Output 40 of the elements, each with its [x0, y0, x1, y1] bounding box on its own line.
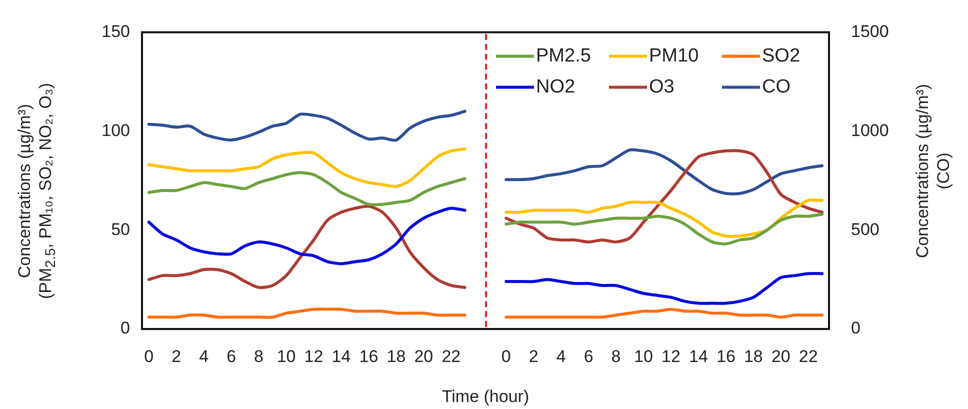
x-tick-label: 2: [172, 346, 182, 366]
legend-label: PM2.5: [536, 45, 591, 66]
x-tick-label: 22: [442, 346, 461, 366]
x-tick-label: 14: [689, 346, 708, 366]
x-axis-title: Time (hour): [442, 386, 530, 407]
x-tick-label: 8: [254, 346, 264, 366]
legend-label: CO: [762, 76, 790, 98]
x-tick-label: 16: [716, 346, 736, 366]
x-tick-label: 20: [771, 346, 790, 366]
x-tick-label: 10: [634, 346, 653, 366]
x-tick-label: 14: [332, 346, 351, 366]
legend-label: PM10: [649, 45, 699, 66]
x-tick-label: 16: [359, 346, 378, 366]
x-tick-label: 12: [662, 346, 680, 366]
y2-tick-label: 1500: [851, 22, 889, 41]
x-tick-label: 22: [798, 346, 818, 366]
x-tick-label: 2: [528, 346, 538, 366]
y-tick-label: 50: [111, 220, 130, 239]
y2-tick-label: 1000: [851, 120, 889, 140]
y2-tick-label: 500: [851, 220, 880, 239]
legend-label: NO2: [536, 76, 576, 98]
x-tick-label: 18: [386, 346, 406, 366]
y2-axis-title: Concentrations (µg/m³) (CO): [912, 84, 954, 258]
y-tick-label: 100: [102, 120, 130, 140]
legend-label: O3: [649, 76, 674, 98]
y2-tick-label: 0: [851, 318, 860, 338]
y-tick-label: 0: [120, 318, 130, 338]
x-tick-label: 4: [199, 346, 209, 366]
x-tick-label: 6: [584, 346, 594, 366]
x-tick-label: 10: [276, 346, 296, 366]
x-tick-label: 0: [144, 346, 154, 366]
x-tick-label: 20: [414, 346, 434, 366]
x-tick-label: 6: [226, 346, 236, 366]
y-tick-label: 150: [102, 22, 130, 41]
x-tick-label: 18: [744, 346, 763, 366]
legend-label: SO2: [762, 45, 800, 66]
x-tick-label: 12: [304, 346, 324, 366]
x-tick-label: 4: [556, 346, 566, 366]
x-tick-label: 0: [501, 346, 511, 366]
x-tick-label: 8: [611, 346, 621, 366]
